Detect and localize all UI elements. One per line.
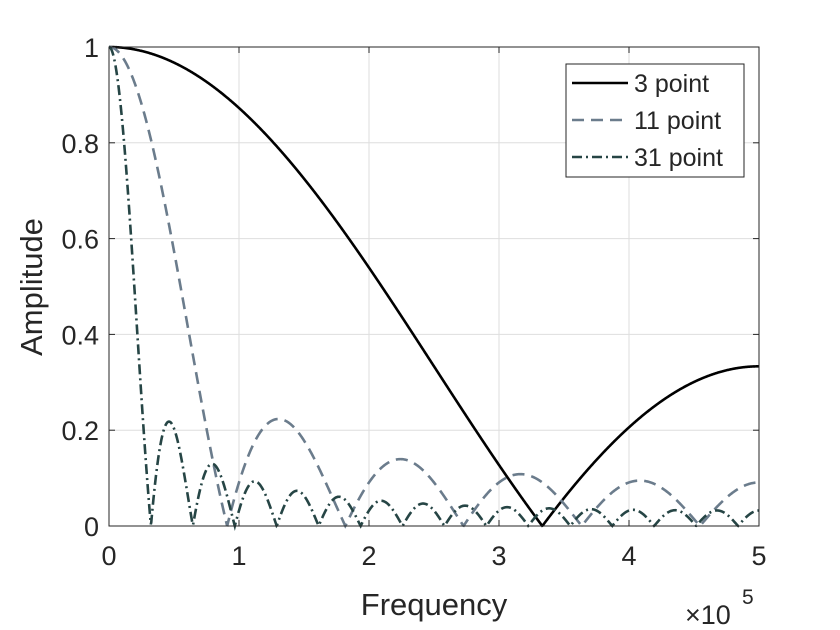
x-tick-label: 1 <box>231 541 246 571</box>
y-tick-label: 0.2 <box>61 416 99 446</box>
plot-frame <box>108 46 760 527</box>
series-layer <box>108 45 760 531</box>
x-exponent-power: 5 <box>742 586 754 609</box>
legend-entry-label: 11 point <box>634 107 721 135</box>
y-tick-label: 0.4 <box>61 320 99 350</box>
legend-entry-label: 31 point <box>634 144 723 172</box>
y-tick-label: 1 <box>84 33 99 63</box>
tick-marks <box>108 46 760 527</box>
series-line-3-point <box>109 45 759 528</box>
x-exponent-base: ×10 <box>685 600 731 630</box>
series-line-31-point <box>108 45 760 531</box>
x-tick-label: 0 <box>101 541 116 571</box>
legend-entry-label: 3 point <box>634 70 709 98</box>
y-tick-label: 0.6 <box>61 225 99 255</box>
x-tick-label: 2 <box>361 541 376 571</box>
y-axis-label: Amplitude <box>14 218 49 356</box>
x-tick-label: 5 <box>751 541 766 571</box>
y-tick-label: 0 <box>84 512 99 542</box>
x-tick-labels: 0 1 2 3 4 5 <box>101 541 766 571</box>
x-tick-label: 4 <box>621 541 636 571</box>
y-tick-label: 0.8 <box>61 129 99 159</box>
x-exponent-label: ×10 5 <box>685 586 754 630</box>
legend: 3 point 11 point 31 point <box>565 63 745 178</box>
x-axis-label: Frequency <box>361 587 508 622</box>
y-tick-labels: 0 0.2 0.4 0.6 0.8 1 <box>61 33 99 542</box>
series-line-11-point <box>108 45 760 529</box>
x-tick-label: 3 <box>491 541 506 571</box>
